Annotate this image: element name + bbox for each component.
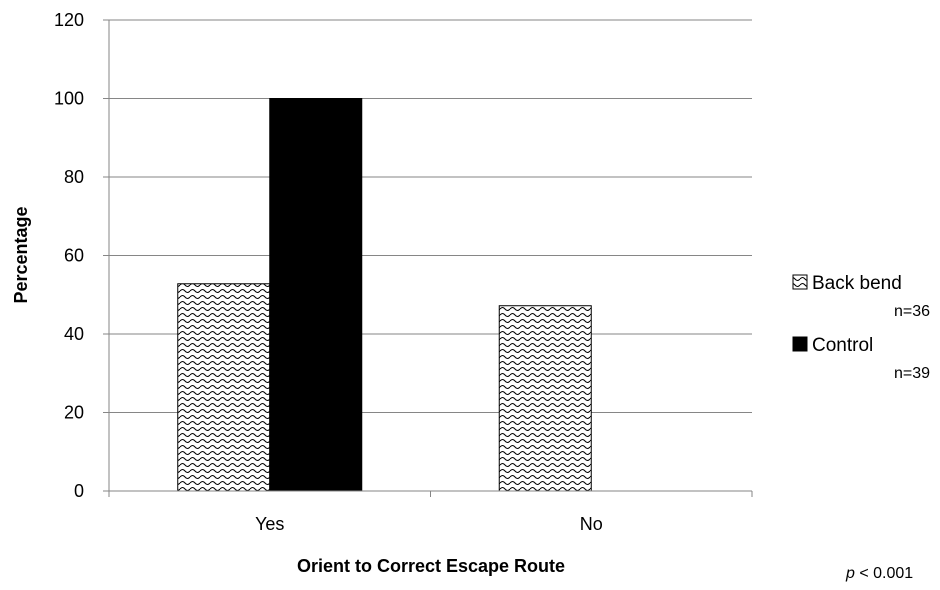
bar-back-bend-yes <box>178 284 270 491</box>
y-tick-label: 80 <box>64 167 84 187</box>
x-tick-label: Yes <box>255 514 284 534</box>
legend-label: Control <box>812 335 873 356</box>
y-tick-labels: 0 20 40 60 80 100 120 <box>54 10 84 501</box>
legend-label: Back bend <box>812 273 902 294</box>
bar-back-bend-no <box>499 306 591 491</box>
p-value-note: p < 0.001 <box>846 565 913 583</box>
y-tick-label: 120 <box>54 10 84 30</box>
y-tick-label: 0 <box>74 481 84 501</box>
y-tick-label: 60 <box>64 246 84 266</box>
y-tick-label: 40 <box>64 324 84 344</box>
p-value: < 0.001 <box>855 565 913 582</box>
x-tick-label: No <box>580 514 603 534</box>
x-tick-labels: Yes No <box>255 514 603 534</box>
legend-n-label: n=36 <box>894 303 930 320</box>
legend-n-label: n=39 <box>894 365 930 382</box>
legend-swatch <box>793 337 807 351</box>
bar-control-yes <box>270 99 362 492</box>
p-symbol: p <box>846 565 855 582</box>
bars <box>178 99 592 492</box>
y-tick-label: 100 <box>54 89 84 109</box>
y-axis-title: Percentage <box>11 206 31 303</box>
y-tick-label: 20 <box>64 403 84 423</box>
x-axis-title: Orient to Correct Escape Route <box>297 556 565 576</box>
legend: Back bend n=36 Control n=39 <box>793 273 930 382</box>
legend-swatch <box>793 275 807 289</box>
